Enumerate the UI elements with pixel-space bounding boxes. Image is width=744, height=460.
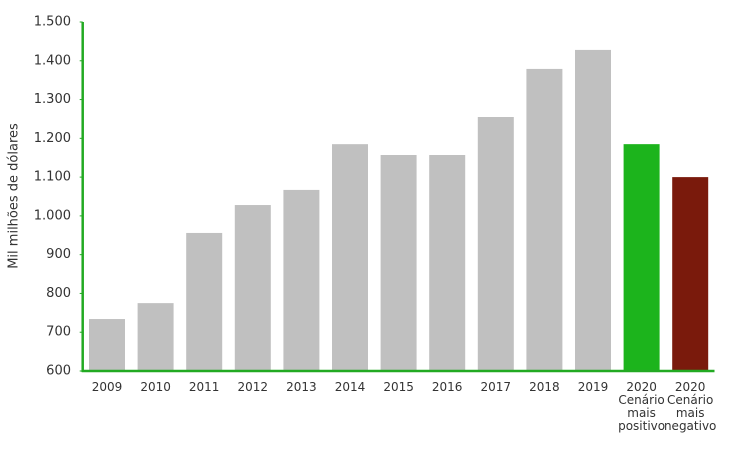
bar (89, 319, 125, 371)
y-tick-label: 1.000 (34, 208, 71, 223)
bar (380, 155, 417, 371)
x-tick-label: 2015 (383, 380, 414, 394)
y-tick-label: 600 (46, 364, 71, 379)
x-tick-label: 2012 (237, 380, 269, 394)
x-tick-label: 2010 (140, 380, 171, 394)
x-tick-label: 2016 (431, 380, 463, 394)
y-tick-label: 700 (46, 325, 71, 340)
bar (672, 177, 709, 371)
bar (186, 232, 223, 371)
x-tick-label: 2018 (529, 380, 560, 394)
y-tick-label: 1.400 (34, 53, 71, 68)
y-tick-label: 1.300 (34, 92, 71, 107)
y-tick-label: 1.100 (34, 170, 71, 185)
bar (429, 155, 466, 371)
bar (332, 144, 368, 371)
x-tick-label: 2011 (188, 380, 220, 394)
bar (477, 117, 514, 371)
bar (526, 68, 563, 371)
x-tick-label: 2017 (480, 380, 512, 394)
bar (137, 303, 174, 371)
x-tick-label: 2013 (286, 380, 317, 394)
x-tick-label: 2014 (334, 380, 366, 394)
y-axis-label: Mil milhões de dólares (7, 123, 22, 269)
x-tick-label: 2019 (577, 380, 609, 394)
x-tick-label: 2009 (91, 380, 123, 394)
bar (283, 189, 320, 371)
bar (623, 144, 660, 371)
bar (234, 205, 271, 371)
x-tick-label: 2020 Cenário mais positivo (618, 380, 666, 433)
y-tick-label: 800 (46, 286, 71, 301)
y-tick-label: 900 (46, 247, 71, 262)
bar (575, 49, 611, 372)
y-tick-label: 1.200 (34, 131, 71, 146)
x-tick-label: 2020 Cenário mais negativo (663, 380, 717, 433)
y-tick-label: 1.500 (34, 15, 71, 30)
